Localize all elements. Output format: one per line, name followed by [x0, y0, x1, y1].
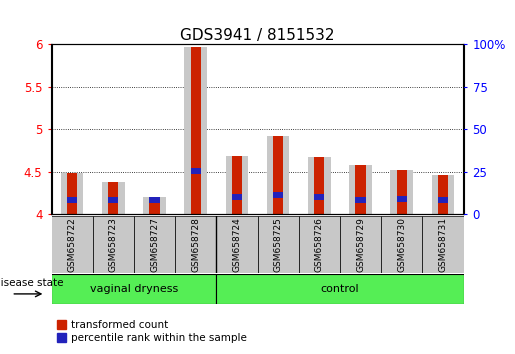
Bar: [108, 182, 118, 214]
Bar: [108, 197, 118, 203]
Bar: [232, 156, 242, 214]
Bar: [191, 47, 201, 214]
Bar: [143, 197, 166, 214]
Bar: [397, 170, 407, 214]
FancyBboxPatch shape: [216, 216, 258, 273]
Bar: [314, 194, 324, 200]
Bar: [267, 136, 289, 214]
Legend: transformed count, percentile rank within the sample: transformed count, percentile rank withi…: [57, 320, 247, 343]
Text: GSM658729: GSM658729: [356, 217, 365, 272]
Text: GSM658726: GSM658726: [315, 217, 324, 272]
Text: vaginal dryness: vaginal dryness: [90, 284, 178, 295]
FancyBboxPatch shape: [422, 216, 464, 273]
Text: GSM658725: GSM658725: [273, 217, 283, 272]
Bar: [438, 197, 448, 203]
FancyBboxPatch shape: [52, 216, 93, 273]
Bar: [149, 197, 160, 214]
Bar: [184, 47, 207, 214]
Bar: [349, 165, 372, 214]
Text: GSM658722: GSM658722: [67, 217, 77, 272]
Text: disease state: disease state: [0, 278, 63, 288]
FancyBboxPatch shape: [93, 216, 134, 273]
Bar: [355, 197, 366, 203]
Bar: [314, 157, 324, 214]
Text: GSM658723: GSM658723: [109, 217, 118, 272]
Bar: [438, 175, 448, 214]
Text: GSM658730: GSM658730: [397, 217, 406, 272]
Text: GSM658724: GSM658724: [232, 217, 242, 272]
FancyBboxPatch shape: [258, 216, 299, 273]
Text: GSM658727: GSM658727: [150, 217, 159, 272]
Bar: [226, 156, 248, 214]
Bar: [232, 194, 242, 200]
Bar: [273, 192, 283, 198]
Bar: [61, 173, 83, 214]
Text: GSM658728: GSM658728: [191, 217, 200, 272]
FancyBboxPatch shape: [216, 274, 464, 304]
Bar: [355, 165, 366, 214]
FancyBboxPatch shape: [134, 216, 175, 273]
FancyBboxPatch shape: [52, 274, 216, 304]
Text: GSM658731: GSM658731: [438, 217, 448, 272]
FancyBboxPatch shape: [381, 216, 422, 273]
Bar: [390, 170, 413, 214]
FancyBboxPatch shape: [299, 216, 340, 273]
FancyBboxPatch shape: [175, 216, 216, 273]
Bar: [308, 157, 331, 214]
Title: GDS3941 / 8151532: GDS3941 / 8151532: [180, 28, 335, 43]
Bar: [102, 182, 125, 214]
Bar: [432, 175, 454, 214]
Bar: [149, 197, 160, 203]
Text: control: control: [320, 284, 359, 295]
FancyBboxPatch shape: [340, 216, 381, 273]
Bar: [191, 168, 201, 174]
Bar: [67, 197, 77, 203]
Bar: [397, 196, 407, 202]
Bar: [273, 136, 283, 214]
Bar: [67, 173, 77, 214]
